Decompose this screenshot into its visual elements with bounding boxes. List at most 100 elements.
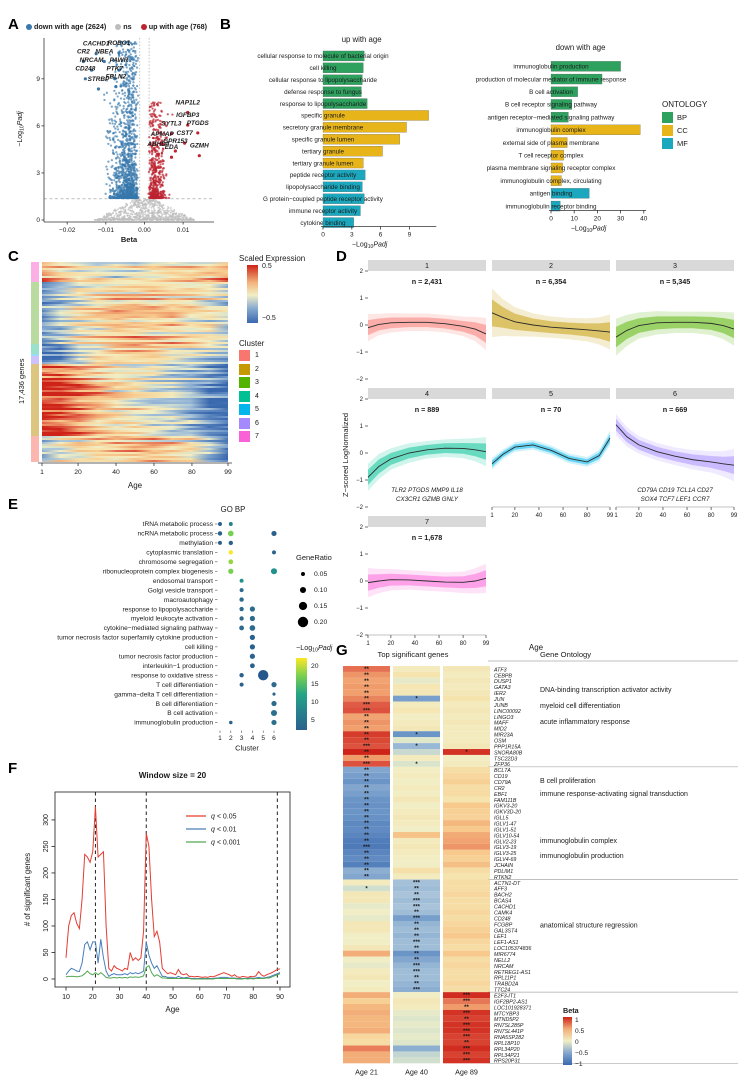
cluster-sidebar [31,262,39,462]
beta-cell [443,814,490,821]
svg-text:PTGDS: PTGDS [187,120,210,127]
svg-text:**: ** [414,892,419,898]
svg-text:0.5: 0.5 [575,1028,584,1035]
beta-cell [393,677,440,684]
svg-text:cytoplasmic translation: cytoplasmic translation [146,550,213,557]
svg-text:CR2: CR2 [77,48,90,55]
svg-text:B cell activation: B cell activation [529,89,573,96]
svg-text:chromosome segregation: chromosome segregation [139,559,214,566]
svg-text:300: 300 [43,814,50,826]
beta-cell [443,926,490,933]
beta-cell [443,808,490,815]
svg-text:1: 1 [218,735,222,742]
go-dot [239,625,245,631]
cluster-legend-title: Cluster [239,339,265,348]
beta-cell [343,713,390,720]
svg-text:**: ** [414,928,419,934]
panel-g-label: G [336,642,348,659]
go-dot [271,530,277,537]
go-barchart-up: up with age cellular response to molecule… [257,35,437,250]
beta-cell [443,938,490,945]
go-dot [270,709,278,717]
svg-text:***: *** [413,881,421,887]
beta-cell [443,1039,490,1046]
beta-cell [393,1051,440,1058]
svg-text:Window size = 20: Window size = 20 [139,771,207,780]
svg-text:Z−scored LogNormalized: Z−scored LogNormalized [341,413,350,497]
svg-text:*: * [415,762,418,768]
beta-cell [343,666,390,672]
go-dot [239,588,244,593]
svg-text:−2: −2 [356,377,364,383]
svg-text:CST7: CST7 [176,130,193,137]
svg-text:Beta: Beta [563,1006,580,1015]
svg-text:**: ** [414,946,419,952]
cluster-swatch-7 [239,431,250,442]
svg-text:tRNA metabolic process: tRNA metabolic process [143,521,214,528]
svg-text:CAMK4: CAMK4 [494,910,512,916]
facet-strip [368,260,486,271]
beta-cell [343,992,390,999]
svg-text:Age 21: Age 21 [355,1067,378,1076]
svg-text:***: *** [413,940,421,946]
svg-text:***: *** [413,898,421,904]
beta-cell [343,962,390,969]
svg-text:−0.01: −0.01 [98,227,115,234]
go-bar [322,86,362,97]
svg-text:G protein−coupled peptide rece: G protein−coupled peptide receptor activ… [263,196,384,203]
svg-text:CACHD1: CACHD1 [494,905,516,911]
beta-colorbar [563,1017,572,1065]
beta-cell [393,992,440,999]
beta-cell [393,944,440,951]
facet-strip [616,260,734,271]
heatmap-x-axis: 1 20 40 60 80 99 Age [38,462,232,490]
panel-d-label: D [336,248,347,265]
beta-cell [393,820,440,827]
beta-cell [443,701,490,708]
svg-text:2: 2 [360,269,364,275]
beta-cell [343,802,390,809]
svg-text:TSC22D3: TSC22D3 [494,756,517,762]
facet-strip [492,260,610,271]
beta-cell [443,772,490,779]
beta-cell [343,885,390,892]
beta-cell [443,843,490,850]
svg-text:IGLV10-54: IGLV10-54 [494,833,519,839]
top-genes-heatmap: Top significant genes Gene Ontology** ATF3… [343,650,738,1076]
beta-cell [343,737,390,744]
beta-cell [343,1027,390,1034]
beta-cell [393,891,440,898]
sliding-window-lineplot: Window size = 20 10 20 30 40 50 60 70 80 90 Age 0 50… [23,771,291,1014]
beta-cell [443,784,490,791]
beta-cell [343,998,390,1005]
svg-text:secretory granule membrane: secretory granule membrane [283,125,364,132]
svg-text:CD79A CD19 TCL1A CD27: CD79A CD19 TCL1A CD27 [637,487,713,494]
svg-text:IGFBP3: IGFBP3 [176,112,200,119]
svg-text:40: 40 [142,994,150,1001]
svg-text:6: 6 [36,123,40,130]
svg-text:60: 60 [684,513,691,519]
svg-text:n = 70: n = 70 [541,405,562,414]
svg-text:JUN: JUN [493,697,504,703]
beta-cell [343,897,390,904]
beta-cell [393,754,440,761]
go-dot [249,653,256,659]
beta-cell [443,932,490,939]
svg-text:q < 0.01: q < 0.01 [211,827,237,834]
beta-cell [443,992,490,999]
svg-text:NRCAM: NRCAM [80,57,104,64]
beta-cell [343,855,390,862]
svg-text:20: 20 [636,513,643,519]
svg-text:B cell differentiation: B cell differentiation [156,701,214,708]
panel-c-label: C [8,248,19,265]
beta-cell [443,867,490,874]
svg-text:ACTN1-DT: ACTN1-DT [493,881,521,887]
svg-text:**: ** [364,792,369,798]
svg-text:**: ** [364,685,369,691]
go-bar [550,61,621,72]
svg-text:*: * [365,886,368,892]
svg-text:specific granule: specific granule [301,113,345,120]
svg-text:**: ** [364,774,369,780]
svg-text:***: *** [363,703,371,709]
svg-text:**: ** [364,869,369,875]
